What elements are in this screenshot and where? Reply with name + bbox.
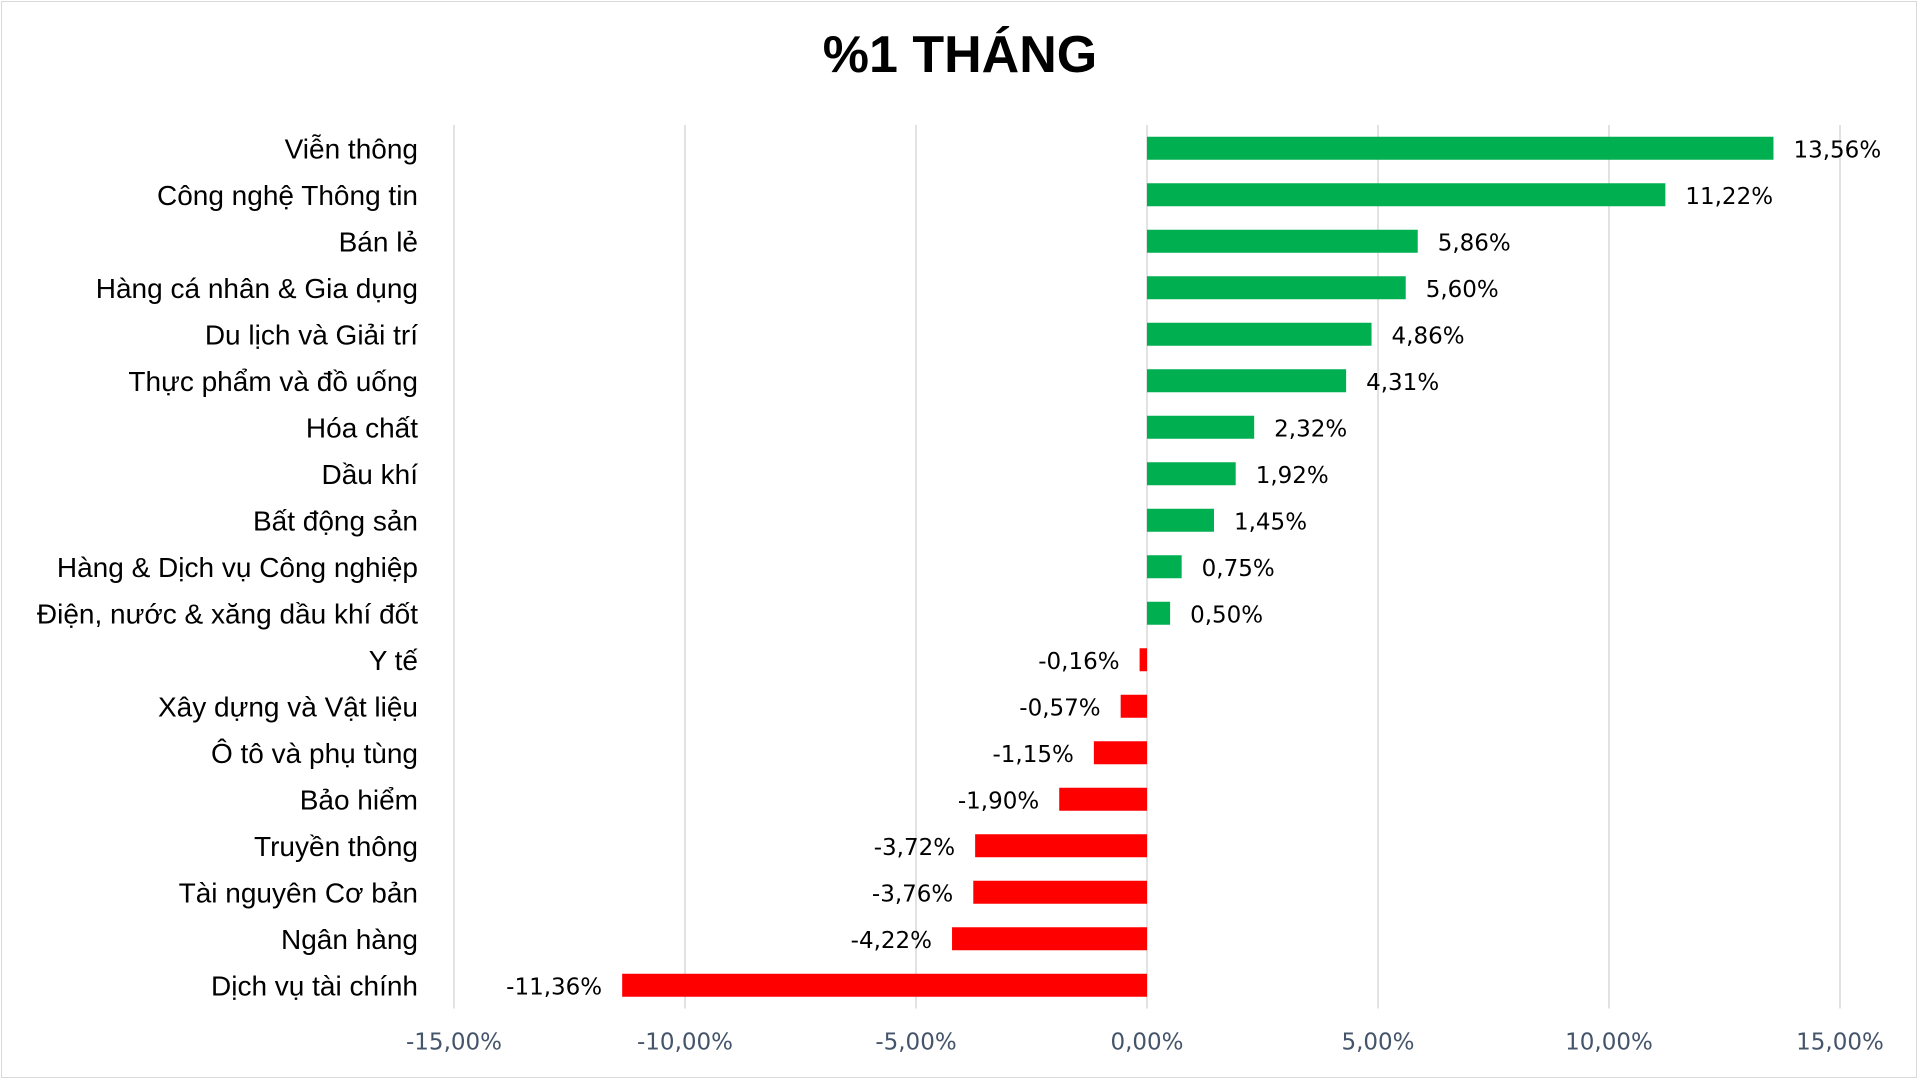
category-label: Bán lẻ: [339, 226, 418, 257]
x-tick-label: 10,00%: [1565, 1030, 1653, 1056]
bar: [973, 880, 1147, 904]
category-label: Hóa chất: [306, 412, 418, 443]
value-label: 5,86%: [1438, 230, 1511, 256]
bar: [1120, 694, 1147, 718]
value-label: 5,60%: [1426, 277, 1499, 303]
value-label: -0,57%: [1019, 695, 1100, 721]
bar: [1147, 136, 1774, 160]
category-label: Hàng cá nhân & Gia dụng: [96, 273, 418, 304]
bar: [1147, 276, 1406, 300]
value-label: -1,15%: [992, 742, 1073, 768]
bar: [952, 927, 1147, 951]
x-tick-label: 5,00%: [1341, 1030, 1414, 1056]
bar: [1147, 322, 1372, 346]
category-label: Hàng & Dịch vụ Công nghiệp: [57, 552, 418, 583]
value-label: 4,86%: [1392, 323, 1465, 349]
bar: [1147, 415, 1255, 439]
category-label: Tài nguyên Cơ bản: [179, 877, 418, 908]
category-label: Bất động sản: [253, 505, 418, 536]
bars: [622, 136, 1774, 997]
bar: [1147, 601, 1171, 625]
category-label: Điện, nước & xăng dầu khí đốt: [37, 598, 418, 629]
category-label: Xây dựng và Vật liệu: [158, 691, 418, 722]
category-label: Ô tô và phụ tùng: [211, 738, 418, 769]
category-label: Thực phẩm và đồ uống: [128, 366, 418, 397]
value-label: 1,45%: [1234, 509, 1307, 535]
value-label: -3,72%: [874, 835, 955, 861]
category-label: Ngân hàng: [281, 924, 418, 955]
value-label: -3,76%: [872, 881, 953, 907]
value-label: 4,31%: [1366, 370, 1439, 396]
bar: [1147, 183, 1666, 207]
x-tick-label: -15,00%: [406, 1030, 502, 1056]
bar: [1139, 648, 1147, 672]
value-label: -11,36%: [506, 974, 602, 1000]
value-label: 1,92%: [1256, 463, 1329, 489]
value-label: -0,16%: [1038, 649, 1119, 675]
bar: [1147, 229, 1418, 253]
category-label: Công nghệ Thông tin: [157, 180, 418, 211]
bar: [1147, 462, 1236, 486]
category-labels: Viễn thông Công nghệ Thông tin Bán lẻ Hàng …: [37, 133, 419, 1001]
bar: [1093, 741, 1147, 765]
x-tick-label: 15,00%: [1796, 1030, 1884, 1056]
value-label: 0,50%: [1190, 602, 1263, 628]
value-label: -1,90%: [958, 788, 1039, 814]
bar: [622, 973, 1147, 997]
x-tick-label: -10,00%: [637, 1030, 733, 1056]
x-tick-label: 0,00%: [1110, 1030, 1183, 1056]
value-label: 0,75%: [1202, 556, 1275, 582]
bar: [1147, 508, 1214, 532]
value-label: 13,56%: [1793, 137, 1881, 163]
bar: [1059, 787, 1147, 811]
category-label: Bảo hiểm: [300, 784, 418, 815]
x-tick-label: -5,00%: [875, 1030, 956, 1056]
value-label: 2,32%: [1274, 416, 1347, 442]
value-label: 11,22%: [1685, 184, 1773, 210]
category-label: Truyền thông: [254, 831, 418, 862]
bar: [1147, 369, 1347, 393]
value-label: -4,22%: [851, 928, 932, 954]
category-label: Y tế: [369, 645, 419, 676]
chart-title: %1 THÁNG: [823, 26, 1097, 84]
category-label: Dầu khí: [322, 459, 419, 490]
bar: [1147, 555, 1182, 579]
value-labels: 13,56% 11,22% 5,86% 5,60% 4,86% 4,31% 2,32% 1,9…: [506, 137, 1881, 1000]
category-label: Du lịch và Giải trí: [205, 319, 418, 350]
x-axis-ticks: -15,00% -10,00% -5,00% 0,00% 5,00% 10,00% 15,0…: [406, 1030, 1884, 1056]
category-label: Dịch vụ tài chính: [211, 970, 418, 1001]
bar: [975, 834, 1147, 858]
category-label: Viễn thông: [285, 133, 418, 164]
gridlines: [453, 125, 1841, 1009]
